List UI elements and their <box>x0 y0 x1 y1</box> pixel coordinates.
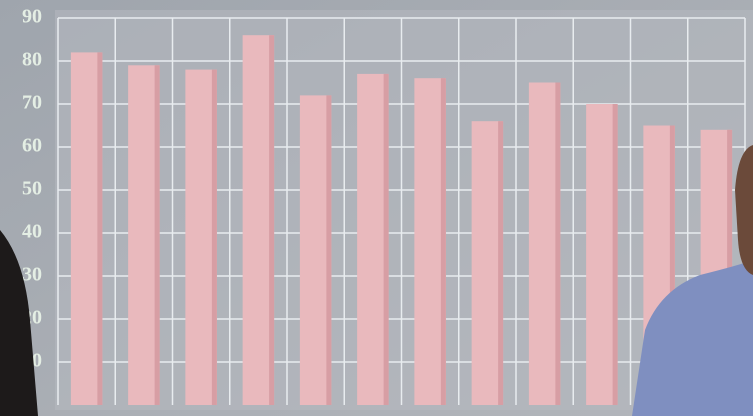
bar-side <box>154 65 160 406</box>
y-tick-label: 60 <box>22 135 42 157</box>
bar-side <box>440 78 446 405</box>
person-right-shirt <box>632 260 753 416</box>
y-tick-label: 40 <box>22 221 42 243</box>
bar-side <box>211 69 217 405</box>
bar-side <box>269 35 275 405</box>
bar-side <box>383 73 389 406</box>
bar-side <box>498 121 504 405</box>
bar <box>471 121 504 405</box>
bar <box>185 69 217 405</box>
y-tick-label: 70 <box>22 92 42 114</box>
y-tick-label: 30 <box>22 264 42 286</box>
bar <box>299 95 332 406</box>
y-tick-label: 90 <box>22 6 42 28</box>
bar <box>528 82 561 405</box>
bar <box>70 52 103 406</box>
bar <box>128 65 160 406</box>
person-right-head <box>735 145 753 275</box>
bar-side <box>669 125 675 405</box>
y-tick-label: 80 <box>22 49 42 71</box>
bar-side <box>555 82 561 405</box>
bar-side <box>97 52 103 406</box>
person-left <box>0 230 38 416</box>
bar <box>357 73 389 406</box>
y-tick-label: 50 <box>22 178 42 200</box>
plot-area <box>55 10 753 410</box>
bar <box>414 78 446 405</box>
bar-side <box>326 95 332 406</box>
bar-side <box>612 104 618 405</box>
bar <box>586 104 618 405</box>
bar <box>242 35 275 405</box>
